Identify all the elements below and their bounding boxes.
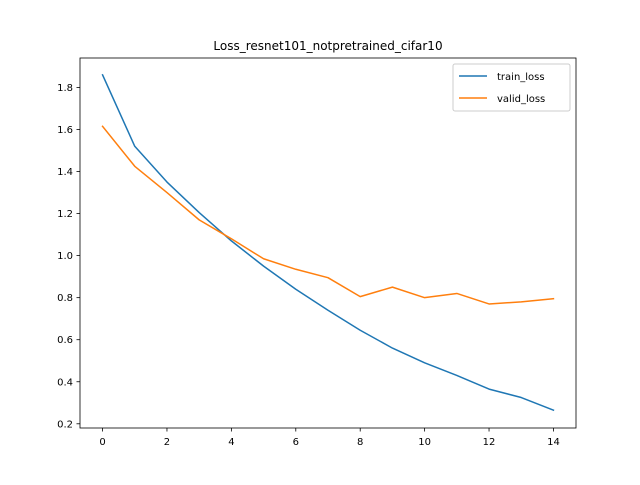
- series-lines: [101, 73, 555, 412]
- chart-title: Loss_resnet101_notpretrained_cifar10: [213, 39, 442, 53]
- y-tick-label: 1.2: [57, 209, 73, 220]
- legend-label-valid-loss: valid_loss: [497, 94, 545, 105]
- legend: train_loss valid_loss: [452, 63, 571, 112]
- x-tick-label: 14: [547, 437, 560, 448]
- x-tick-label: 4: [228, 437, 234, 448]
- x-tick-label: 12: [483, 437, 496, 448]
- y-tick-label: 0.4: [57, 377, 73, 388]
- x-tick-label: 8: [357, 437, 363, 448]
- y-tick-label: 1.8: [57, 83, 73, 94]
- y-tick-label: 0.2: [57, 419, 73, 430]
- y-tick-label: 0.8: [57, 293, 73, 304]
- x-tick-label: 6: [293, 437, 299, 448]
- y-tick-label: 1.4: [57, 167, 73, 178]
- y-tick-label: 1.6: [57, 125, 73, 136]
- series-line-train-loss: [101, 73, 555, 412]
- y-axis-ticks: 0.2 0.4 0.6 0.8 1.0 1.2 1.4 1.6 1.8: [57, 83, 80, 430]
- x-tick-label: 10: [418, 437, 431, 448]
- series-line-valid-loss: [101, 125, 555, 305]
- x-tick-label: 2: [164, 437, 170, 448]
- plot-area-frame: [79, 57, 577, 429]
- legend-label-train-loss: train_loss: [497, 72, 545, 83]
- x-axis-ticks: 0 2 4 6 8 10 12 14: [99, 428, 560, 448]
- x-tick-label: 0: [99, 437, 105, 448]
- y-tick-label: 1.0: [57, 251, 73, 262]
- y-tick-label: 0.6: [57, 335, 73, 346]
